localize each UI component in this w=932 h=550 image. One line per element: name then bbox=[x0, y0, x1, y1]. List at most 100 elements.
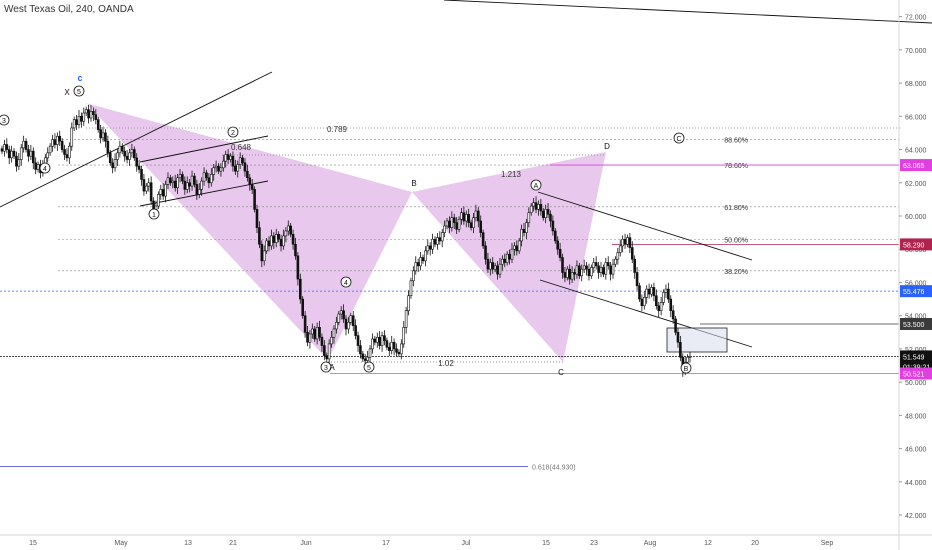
wave-label-text: 1 bbox=[152, 212, 156, 219]
candle-body bbox=[664, 288, 668, 293]
candle-body bbox=[77, 116, 81, 125]
chart-title: West Texas Oil, 240, OANDA bbox=[4, 4, 134, 15]
candle-body bbox=[298, 278, 302, 300]
price-axis[interactable]: 72.000 70.000 68.000 66.000 64.000 62.000 60.0… bbox=[898, 0, 927, 550]
candle-body bbox=[308, 333, 312, 343]
candle-body bbox=[368, 348, 372, 358]
candle-body bbox=[590, 267, 593, 277]
pattern-label-a: A bbox=[329, 363, 335, 372]
candle-body bbox=[260, 243, 264, 262]
candle-body bbox=[573, 272, 576, 275]
candle-body bbox=[635, 272, 639, 287]
candle-body bbox=[202, 172, 206, 182]
y-tick-label: 48.000 bbox=[905, 413, 927, 420]
candle-body bbox=[520, 228, 523, 242]
candle-body bbox=[56, 135, 59, 145]
y-tick-label: 62.000 bbox=[905, 181, 927, 188]
candle-body bbox=[323, 345, 326, 356]
candle-body bbox=[265, 240, 268, 252]
wave-label bbox=[680, 362, 692, 374]
candle-body bbox=[525, 222, 528, 233]
y-tick-label: 46.000 bbox=[905, 447, 927, 454]
candle-body bbox=[527, 212, 531, 223]
candle-body bbox=[662, 292, 665, 303]
candle-body bbox=[371, 338, 374, 350]
candle-body bbox=[137, 165, 141, 170]
candle-body bbox=[517, 240, 521, 252]
ratio-label: 1.02 bbox=[438, 359, 454, 368]
candle-body bbox=[327, 343, 331, 360]
candle-body bbox=[217, 165, 220, 172]
trend-line-up bbox=[0, 71, 273, 208]
candle-body bbox=[373, 338, 377, 343]
pattern-label-x: X bbox=[64, 88, 70, 97]
candle-body bbox=[537, 204, 540, 210]
wave-label-text: A bbox=[534, 183, 539, 190]
candle-body bbox=[448, 220, 451, 228]
candle-body bbox=[404, 310, 408, 328]
candle-body bbox=[431, 238, 434, 250]
wave-label bbox=[0, 114, 10, 126]
candle-body bbox=[561, 257, 564, 273]
price-tag bbox=[900, 159, 932, 172]
candle-body bbox=[558, 248, 562, 258]
candle-body bbox=[248, 177, 252, 185]
wave-label bbox=[363, 361, 375, 373]
candle-body bbox=[414, 262, 418, 272]
candle-body bbox=[164, 184, 167, 197]
candle-body bbox=[36, 164, 40, 170]
wave-label-text: 2 bbox=[231, 130, 235, 137]
candle-body bbox=[289, 225, 292, 235]
candle-body bbox=[200, 180, 203, 190]
candle-body bbox=[193, 175, 196, 185]
candle-body bbox=[159, 189, 163, 195]
candle-body bbox=[616, 252, 620, 260]
candle-body bbox=[335, 322, 338, 330]
candle-body bbox=[642, 297, 646, 307]
x-tick-label: Jun bbox=[300, 540, 311, 547]
candle-body bbox=[657, 305, 661, 311]
candle-body bbox=[479, 220, 483, 233]
candle-body bbox=[234, 165, 237, 172]
candle-body bbox=[12, 150, 16, 157]
price-tag-label: 53.500 bbox=[903, 322, 925, 329]
candle-body bbox=[209, 174, 213, 184]
candle-body bbox=[161, 189, 165, 197]
candle-body bbox=[99, 129, 102, 139]
candle-body bbox=[101, 132, 105, 139]
candle-body bbox=[570, 272, 574, 280]
candle-body bbox=[392, 341, 396, 350]
candle-body bbox=[484, 245, 487, 260]
candle-body bbox=[433, 238, 437, 245]
pattern-label-c: C bbox=[558, 368, 564, 377]
annotations: 3 4 5 1 2 4 3 5 A B CcX B D C A 0.789 0.648 1.213 1.02 bbox=[0, 73, 692, 377]
candle-body bbox=[243, 162, 247, 172]
candle-body bbox=[320, 336, 324, 346]
candle-body bbox=[354, 325, 357, 336]
candle-body bbox=[618, 245, 622, 253]
wave-label bbox=[73, 85, 85, 97]
candle-body bbox=[481, 232, 485, 247]
x-tick-label: Sep bbox=[821, 540, 834, 547]
harmonic-pattern bbox=[86, 103, 900, 363]
time-axis[interactable]: 15 May 13 21 Jun 17 Jul 15 23 Aug 12 20 Sep bbox=[0, 534, 932, 547]
wave-label bbox=[227, 126, 239, 138]
candle-body bbox=[529, 205, 533, 213]
candle-body bbox=[15, 155, 18, 167]
candle-body bbox=[522, 228, 526, 233]
candle-body bbox=[556, 240, 559, 250]
candle-body bbox=[178, 174, 182, 179]
candle-body bbox=[214, 165, 218, 169]
price-tag bbox=[900, 317, 932, 330]
candle-body bbox=[236, 164, 240, 172]
candle-body bbox=[5, 144, 9, 150]
candle-body bbox=[339, 310, 343, 315]
candle-body bbox=[27, 149, 30, 157]
candle-body bbox=[532, 202, 535, 207]
candle-body bbox=[467, 214, 470, 223]
candle-body bbox=[185, 182, 189, 190]
candle-body bbox=[142, 179, 146, 192]
candle-body bbox=[94, 114, 98, 120]
candle-body bbox=[510, 248, 514, 260]
